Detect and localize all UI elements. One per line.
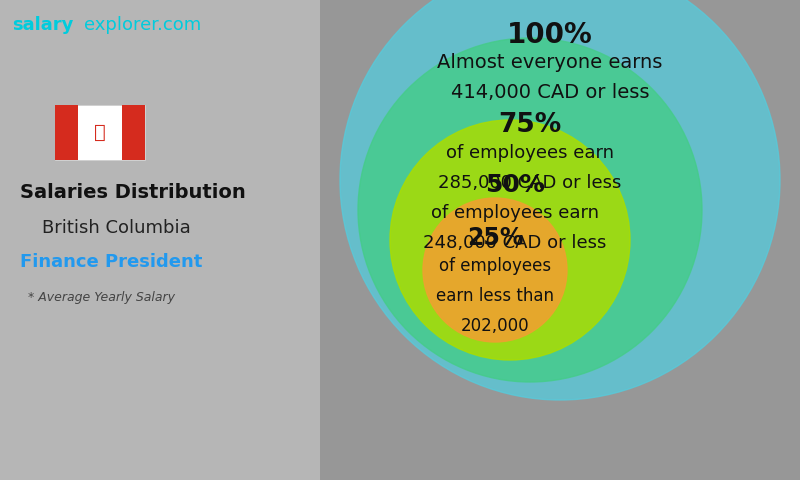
Text: of employees: of employees <box>439 257 551 275</box>
Ellipse shape <box>340 0 780 400</box>
Text: 🍁: 🍁 <box>94 123 106 142</box>
FancyBboxPatch shape <box>55 105 78 160</box>
FancyBboxPatch shape <box>0 0 320 480</box>
Text: * Average Yearly Salary: * Average Yearly Salary <box>28 291 175 304</box>
Text: 25%: 25% <box>466 226 523 250</box>
Text: 285,000 CAD or less: 285,000 CAD or less <box>438 174 622 192</box>
Text: Finance President: Finance President <box>20 253 202 271</box>
Text: Almost everyone earns: Almost everyone earns <box>438 53 662 72</box>
Text: 202,000: 202,000 <box>461 317 530 335</box>
Text: 248,000 CAD or less: 248,000 CAD or less <box>423 234 606 252</box>
Text: 75%: 75% <box>498 112 562 138</box>
Ellipse shape <box>358 38 702 382</box>
Text: British Columbia: British Columbia <box>42 219 190 237</box>
Text: 414,000 CAD or less: 414,000 CAD or less <box>450 84 650 103</box>
Text: earn less than: earn less than <box>436 287 554 305</box>
Text: salary: salary <box>12 16 74 34</box>
Ellipse shape <box>423 198 567 342</box>
FancyBboxPatch shape <box>55 105 145 160</box>
Text: of employees earn: of employees earn <box>446 144 614 162</box>
Text: of employees earn: of employees earn <box>431 204 599 222</box>
Text: explorer.com: explorer.com <box>84 16 202 34</box>
Text: Salaries Distribution: Salaries Distribution <box>20 182 246 202</box>
Ellipse shape <box>390 120 630 360</box>
Text: 50%: 50% <box>485 173 545 197</box>
Text: 100%: 100% <box>507 21 593 49</box>
FancyBboxPatch shape <box>122 105 145 160</box>
